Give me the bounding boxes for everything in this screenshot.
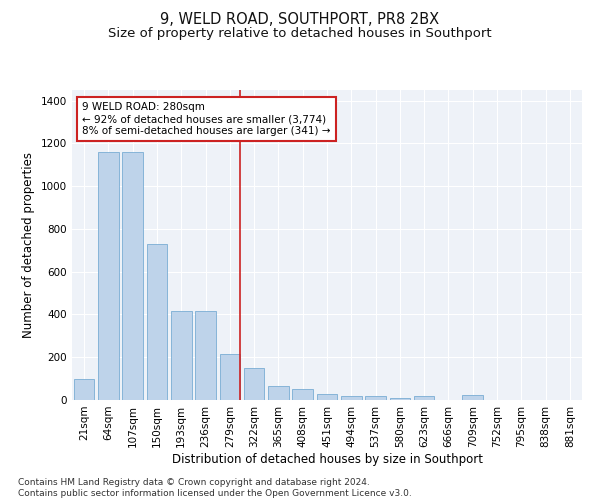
Bar: [317, 394, 337, 400]
Bar: [341, 396, 362, 400]
Bar: [244, 368, 265, 400]
Bar: [268, 386, 289, 400]
Y-axis label: Number of detached properties: Number of detached properties: [22, 152, 35, 338]
Bar: [98, 152, 119, 400]
X-axis label: Distribution of detached houses by size in Southport: Distribution of detached houses by size …: [172, 452, 482, 466]
Bar: [414, 396, 434, 400]
Bar: [220, 354, 240, 400]
Text: Contains HM Land Registry data © Crown copyright and database right 2024.
Contai: Contains HM Land Registry data © Crown c…: [18, 478, 412, 498]
Bar: [195, 312, 216, 400]
Bar: [389, 398, 410, 400]
Bar: [292, 390, 313, 400]
Bar: [74, 378, 94, 400]
Text: 9, WELD ROAD, SOUTHPORT, PR8 2BX: 9, WELD ROAD, SOUTHPORT, PR8 2BX: [160, 12, 440, 28]
Bar: [171, 312, 191, 400]
Bar: [463, 396, 483, 400]
Text: Size of property relative to detached houses in Southport: Size of property relative to detached ho…: [108, 28, 492, 40]
Bar: [365, 396, 386, 400]
Bar: [146, 244, 167, 400]
Bar: [122, 152, 143, 400]
Text: 9 WELD ROAD: 280sqm
← 92% of detached houses are smaller (3,774)
8% of semi-deta: 9 WELD ROAD: 280sqm ← 92% of detached ho…: [82, 102, 331, 136]
